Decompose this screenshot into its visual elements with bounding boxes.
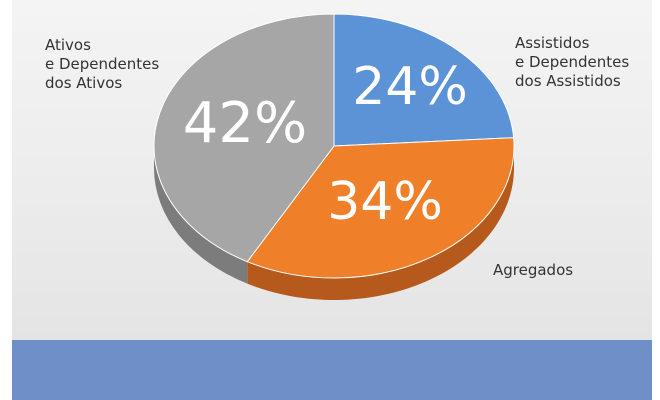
pie-category-label-2: Ativos e Dependentes dos Ativos	[45, 36, 159, 92]
pie-category-label-line: Ativos	[45, 36, 91, 54]
pie-category-labels: Assistidos e Dependentes dos AssistidosAgr…	[45, 34, 629, 279]
pie-value-labels: 24% 34% 42%	[183, 57, 468, 232]
pie-slice-0	[333, 13, 515, 147]
pie-category-label-line: e Dependentes	[45, 55, 159, 73]
pie-category-label-line: Agregados	[493, 261, 573, 279]
pie-value-label-0: 24%	[352, 57, 468, 117]
pie-slice-2	[153, 13, 335, 263]
pie-value-label-1: 34%	[327, 172, 443, 232]
pie-category-label-1: Agregados	[493, 261, 573, 279]
pie-category-label-line: e Dependentes	[515, 53, 629, 71]
pie-category-label-0: Assistidos e Dependentes dos Assistidos	[515, 34, 629, 90]
pie-side-2	[154, 146, 248, 284]
pie-category-label-line: dos Assistidos	[515, 72, 621, 90]
pie-side-1	[247, 146, 514, 301]
pie-slices	[153, 13, 515, 279]
footer-bar	[12, 340, 652, 400]
pie-value-label-2: 42%	[183, 91, 307, 156]
pie-category-label-line: Assistidos	[515, 34, 590, 52]
pie-sides	[154, 146, 514, 301]
pie-category-label-line: dos Ativos	[45, 74, 122, 92]
